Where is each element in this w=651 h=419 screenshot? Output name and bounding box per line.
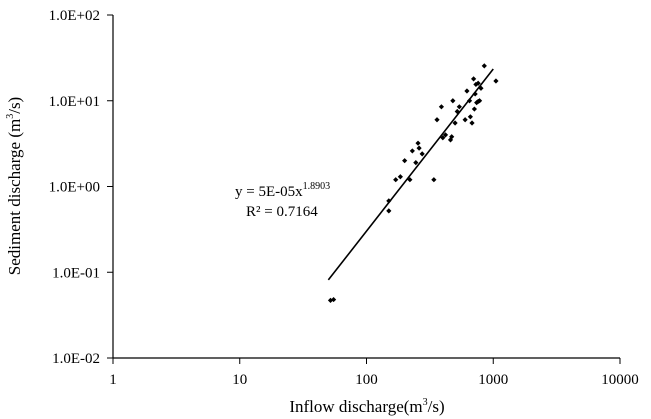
data-point (440, 135, 446, 141)
data-point (456, 104, 462, 110)
trend-equation-exponent: 1.8903 (303, 181, 331, 192)
y-axis-title-sup: 3 (5, 114, 16, 119)
x-axis-title-tail: /s) (428, 397, 445, 416)
y-axis-title: Sediment discharge (m3/s) (5, 97, 24, 275)
data-point (493, 78, 499, 84)
x-axis-title: Inflow discharge(m3/s) (289, 397, 444, 416)
y-tick-label: 1.0E+02 (49, 8, 100, 24)
data-point (386, 208, 392, 214)
data-point (330, 296, 337, 303)
data-points (327, 63, 499, 303)
data-point (450, 98, 456, 104)
data-point (416, 145, 422, 151)
data-point (413, 159, 419, 166)
data-point (471, 76, 477, 82)
data-point (452, 120, 458, 126)
trend-r-squared: R² = 0.7164 (246, 204, 318, 220)
data-point (474, 100, 480, 106)
data-point (481, 63, 487, 69)
y-axis-title-main: Sediment discharge (m (5, 119, 24, 275)
data-point (478, 85, 484, 91)
data-point (438, 104, 445, 110)
tick-labels: 1 10 100 1000 10000 1.0E-02 1.0E-01 1.0E+00 1.0E… (49, 8, 639, 388)
x-axis-title-main: Inflow discharge(m (289, 397, 422, 416)
y-tick-label: 1.0E+00 (49, 180, 100, 196)
x-tick-label: 100 (355, 372, 378, 388)
data-point (462, 117, 468, 123)
data-point (442, 132, 449, 138)
data-point (415, 140, 421, 146)
data-point (397, 174, 403, 180)
data-point (464, 88, 470, 94)
data-point (466, 98, 473, 104)
data-point (476, 98, 483, 104)
x-tick-label: 10 (232, 372, 247, 388)
data-point (434, 117, 440, 123)
data-point (407, 177, 413, 183)
data-point (475, 80, 481, 86)
data-point (447, 137, 454, 143)
data-point (386, 198, 392, 204)
trend-line (327, 68, 494, 281)
y-tick-label: 1.0E-01 (52, 265, 100, 281)
x-axis-title-sup: 3 (423, 397, 428, 408)
y-tick-label: 1.0E-02 (52, 351, 100, 367)
data-point (419, 151, 425, 157)
data-point (402, 158, 408, 164)
trendline-group (327, 68, 494, 281)
data-point (469, 120, 475, 126)
data-point (472, 91, 478, 97)
data-point (409, 148, 415, 154)
data-point (467, 114, 473, 120)
data-point (473, 81, 479, 88)
data-point (431, 177, 437, 183)
data-point (454, 108, 460, 115)
x-tick-label: 10000 (601, 372, 639, 388)
data-point (393, 177, 399, 183)
y-tick-label: 1.0E+01 (49, 94, 100, 110)
axis-ticks (107, 14, 621, 364)
y-axis-title-tail: /s) (5, 97, 24, 114)
data-point (471, 106, 477, 112)
x-tick-label: 1 (109, 372, 117, 388)
trend-equation: y = 5E-05x1.8903 (235, 181, 330, 200)
trend-equation-main: y = 5E-05x (235, 184, 303, 200)
x-tick-label: 1000 (478, 372, 508, 388)
data-point (449, 134, 455, 140)
